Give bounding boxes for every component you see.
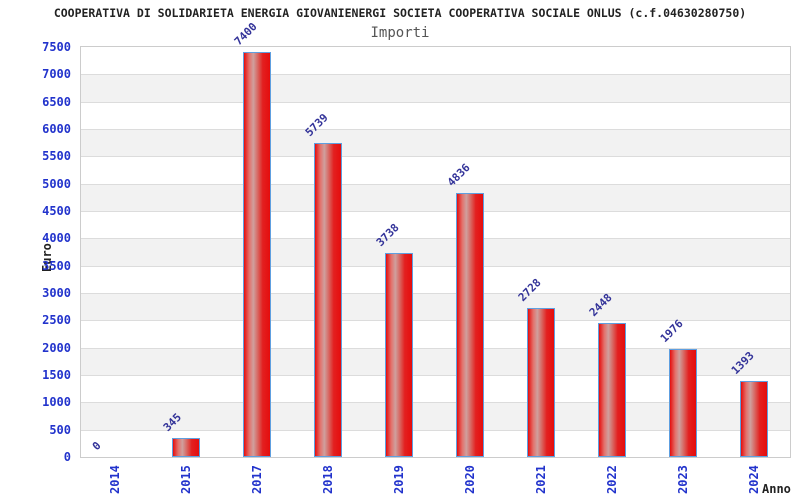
- x-axis-tick-label: 2021: [533, 465, 548, 494]
- y-axis-tick-label: 5500: [42, 149, 71, 164]
- gridline: [81, 129, 790, 130]
- gridline: [81, 320, 790, 322]
- plot-band: [81, 47, 790, 75]
- plot-band: [81, 320, 790, 348]
- y-axis-tick-label: 5000: [42, 176, 71, 191]
- bar: [314, 143, 343, 457]
- gridline: [81, 375, 790, 376]
- gridline: [81, 293, 790, 294]
- y-axis-tick-label: 4000: [42, 231, 71, 246]
- x-axis-tick-label: 2024: [746, 465, 761, 494]
- chart-subtitle: Importi: [370, 25, 430, 41]
- gridline: [81, 402, 790, 404]
- y-axis-tick-label: 1000: [42, 395, 71, 410]
- y-axis-tick-label: 2500: [42, 313, 71, 328]
- bar: [385, 253, 414, 457]
- x-axis-tick-label: 2023: [675, 465, 690, 494]
- gridline: [81, 265, 790, 267]
- x-axis-tick-label: 2019: [392, 465, 407, 494]
- y-axis-tick-label: 0: [63, 450, 71, 464]
- x-axis-tick-label: 2022: [604, 465, 619, 494]
- bar: [172, 438, 201, 457]
- plot-band: [81, 211, 790, 239]
- bar: [597, 323, 626, 457]
- plot-band: [81, 293, 790, 321]
- plot-band: [81, 156, 790, 184]
- gridline: [81, 183, 790, 185]
- plot-band: [81, 101, 790, 129]
- y-axis-tick-label: 4500: [42, 204, 71, 218]
- y-axis-tick-label: 7500: [42, 40, 71, 54]
- x-axis-tick-label: 2015: [179, 465, 194, 494]
- plot-band: [81, 238, 790, 266]
- gridline: [81, 101, 790, 103]
- x-axis-tick-label: 2018: [321, 465, 336, 494]
- bar: [668, 349, 697, 457]
- gridline: [81, 74, 790, 76]
- gridline: [81, 238, 790, 240]
- bar: [739, 381, 768, 457]
- bar: [526, 308, 555, 457]
- bar: [455, 193, 484, 457]
- y-axis-tick-label: 3000: [42, 286, 71, 300]
- bar: [243, 52, 272, 457]
- y-axis-tick-label: 7000: [42, 67, 71, 82]
- y-axis-tick-label: 1500: [42, 368, 71, 382]
- plot-band: [81, 129, 790, 157]
- y-axis-tick-label: 3500: [42, 258, 71, 273]
- gridline: [81, 156, 790, 158]
- plot-band: [81, 265, 790, 293]
- plot-band: [81, 74, 790, 102]
- y-axis-tick-label: 2000: [42, 340, 71, 355]
- gridline: [81, 347, 790, 349]
- plot-band: [81, 183, 790, 211]
- x-axis-title: Anno: [762, 482, 791, 496]
- chart-title: COOPERATIVA DI SOLIDARIETA ENERGIA GIOVA…: [53, 6, 747, 20]
- x-axis-tick-label: 2014: [108, 465, 123, 494]
- x-axis-tick-label: 2017: [250, 465, 265, 494]
- gridline: [81, 211, 790, 212]
- gridline: [81, 429, 790, 431]
- y-axis-tick-label: 500: [49, 422, 71, 437]
- x-axis-tick-label: 2020: [462, 465, 477, 494]
- y-axis-tick-label: 6000: [42, 122, 71, 136]
- y-axis-tick-label: 6500: [42, 94, 71, 109]
